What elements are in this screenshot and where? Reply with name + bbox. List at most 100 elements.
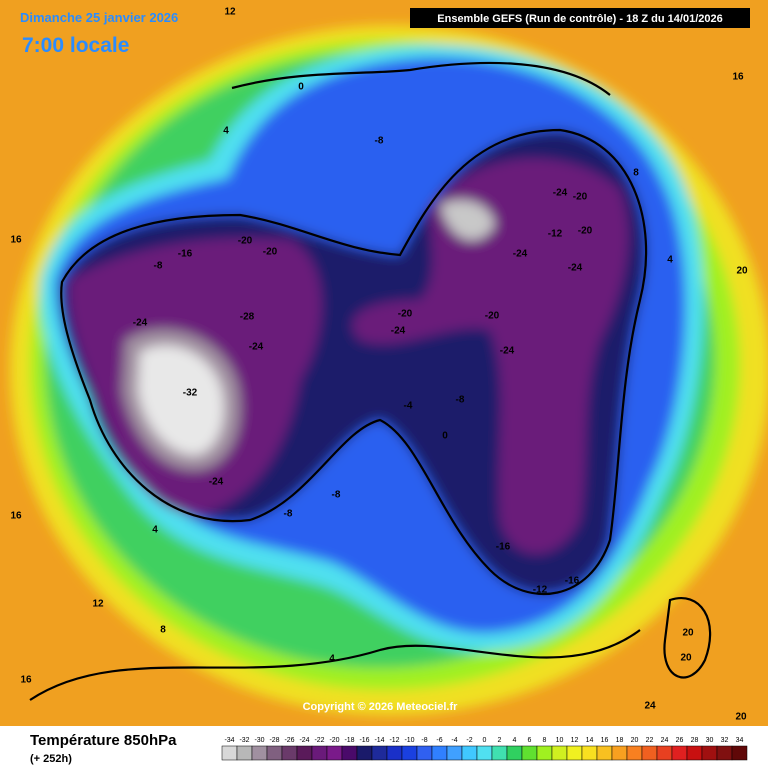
contour-line xyxy=(663,597,712,679)
contour-label: -20 xyxy=(578,226,593,237)
legend-swatch xyxy=(476,745,493,761)
contour-label: 20 xyxy=(680,653,692,664)
contour-label: -8 xyxy=(284,509,293,520)
legend-swatch xyxy=(371,745,388,761)
contour-label: 16 xyxy=(10,235,22,246)
contour-label: 4 xyxy=(223,126,229,137)
contour-label: -32 xyxy=(183,388,198,399)
legend-tick-label: 4 xyxy=(513,737,517,744)
legend-swatch xyxy=(716,745,733,761)
legend-swatch xyxy=(641,745,658,761)
legend-swatch xyxy=(731,745,748,761)
legend-tick-label: 16 xyxy=(601,737,609,744)
contour-label: -24 xyxy=(500,346,515,357)
band xyxy=(138,345,224,456)
legend-tick-label: -2 xyxy=(466,737,472,744)
lead-time: (+ 252h) xyxy=(30,753,72,765)
contour-label: -24 xyxy=(249,342,264,353)
contour-line xyxy=(29,629,641,701)
legend-swatch xyxy=(701,745,718,761)
contour-label: -16 xyxy=(178,249,193,260)
legend-tick-label: -26 xyxy=(284,737,294,744)
legend-swatch xyxy=(521,745,538,761)
legend-tick-label: -18 xyxy=(344,737,354,744)
contour-label: 4 xyxy=(667,255,673,266)
legend-tick-label: 22 xyxy=(646,737,654,744)
legend-tick-label: 14 xyxy=(586,737,594,744)
contour-label: 4 xyxy=(152,525,158,536)
legend-tick-label: -14 xyxy=(374,737,384,744)
contour-label: -4 xyxy=(404,401,413,412)
contour-label: -20 xyxy=(573,192,588,203)
legend-tick-label: -8 xyxy=(421,737,427,744)
legend-tick-label: 20 xyxy=(631,737,639,744)
contour-label: 12 xyxy=(224,7,236,18)
legend-swatch xyxy=(236,745,253,761)
legend-tick-label: -16 xyxy=(359,737,369,744)
band xyxy=(440,200,495,241)
legend-swatch xyxy=(311,745,328,761)
contour-label: -28 xyxy=(240,312,255,323)
legend-tick-label: -22 xyxy=(314,737,324,744)
legend-swatch xyxy=(611,745,628,761)
contour-label: 8 xyxy=(160,625,166,636)
map-field: -20 -20 -16 -8 -24 -28 -24 -24 -20 -24 -20 -24 -24 -2… xyxy=(0,0,768,726)
legend-swatch xyxy=(416,745,433,761)
legend-swatch xyxy=(686,745,703,761)
legend-tick-label: 10 xyxy=(556,737,564,744)
contour-label: -24 xyxy=(209,477,224,488)
legend-swatch xyxy=(251,745,268,761)
contour-label: -8 xyxy=(154,261,163,272)
date: Dimanche 25 janvier 2026 xyxy=(20,10,178,25)
band xyxy=(352,158,629,554)
legend-swatch xyxy=(431,745,448,761)
contour-label: -12 xyxy=(533,585,548,596)
contour-label: 24 xyxy=(644,701,656,712)
legend-tick-label: 28 xyxy=(691,737,699,744)
legend-swatch xyxy=(281,745,298,761)
temperature-bands xyxy=(10,25,768,715)
legend-tick-label: 18 xyxy=(616,737,624,744)
legend-swatch xyxy=(341,745,358,761)
contour-label: -16 xyxy=(496,542,511,553)
legend-swatch xyxy=(446,745,463,761)
legend-tick-label: -4 xyxy=(451,737,457,744)
legend-tick-label: -30 xyxy=(254,737,264,744)
contour-label: -20 xyxy=(263,247,278,258)
legend-tick-label: 24 xyxy=(661,737,669,744)
legend-swatch xyxy=(221,745,238,761)
legend-tick-label: -28 xyxy=(269,737,279,744)
run-info: Ensemble GEFS (Run de contrôle) - 18 Z d… xyxy=(437,13,722,25)
contours xyxy=(29,61,712,701)
legend-swatch xyxy=(566,745,583,761)
contour-label: 12 xyxy=(92,599,104,610)
contour-line xyxy=(60,128,648,595)
color-legend: -34 -32 -30 -28 -26 -24 -22 -20 -18 -16 -14 -12 -10-… xyxy=(221,737,748,761)
legend-swatch xyxy=(386,745,403,761)
contour-line xyxy=(231,61,611,96)
legend-tick-label: 30 xyxy=(706,737,714,744)
contour-label: -8 xyxy=(332,490,341,501)
legend-swatch xyxy=(551,745,568,761)
legend-swatch xyxy=(326,745,343,761)
legend-tick-label: -12 xyxy=(389,737,399,744)
legend-swatch xyxy=(626,745,643,761)
legend-swatch xyxy=(581,745,598,761)
contour-label: 8 xyxy=(633,168,639,179)
contour-label: -24 xyxy=(553,188,568,199)
legend-swatch xyxy=(401,745,418,761)
legend-tick-label: -34 xyxy=(224,737,234,744)
legend-swatch xyxy=(266,745,283,761)
run-box xyxy=(410,8,750,28)
legend-tick-label: 32 xyxy=(721,737,729,744)
contour-label: 20 xyxy=(735,712,747,723)
contour-label: 16 xyxy=(10,511,22,522)
legend-swatch xyxy=(296,745,313,761)
contour-label: -8 xyxy=(375,136,384,147)
legend-tick-label: 2 xyxy=(498,737,502,744)
contour-label: 16 xyxy=(732,72,744,83)
legend-tick-label: -24 xyxy=(299,737,309,744)
contour-label: 4 xyxy=(329,654,335,665)
contour-label: -20 xyxy=(398,309,413,320)
